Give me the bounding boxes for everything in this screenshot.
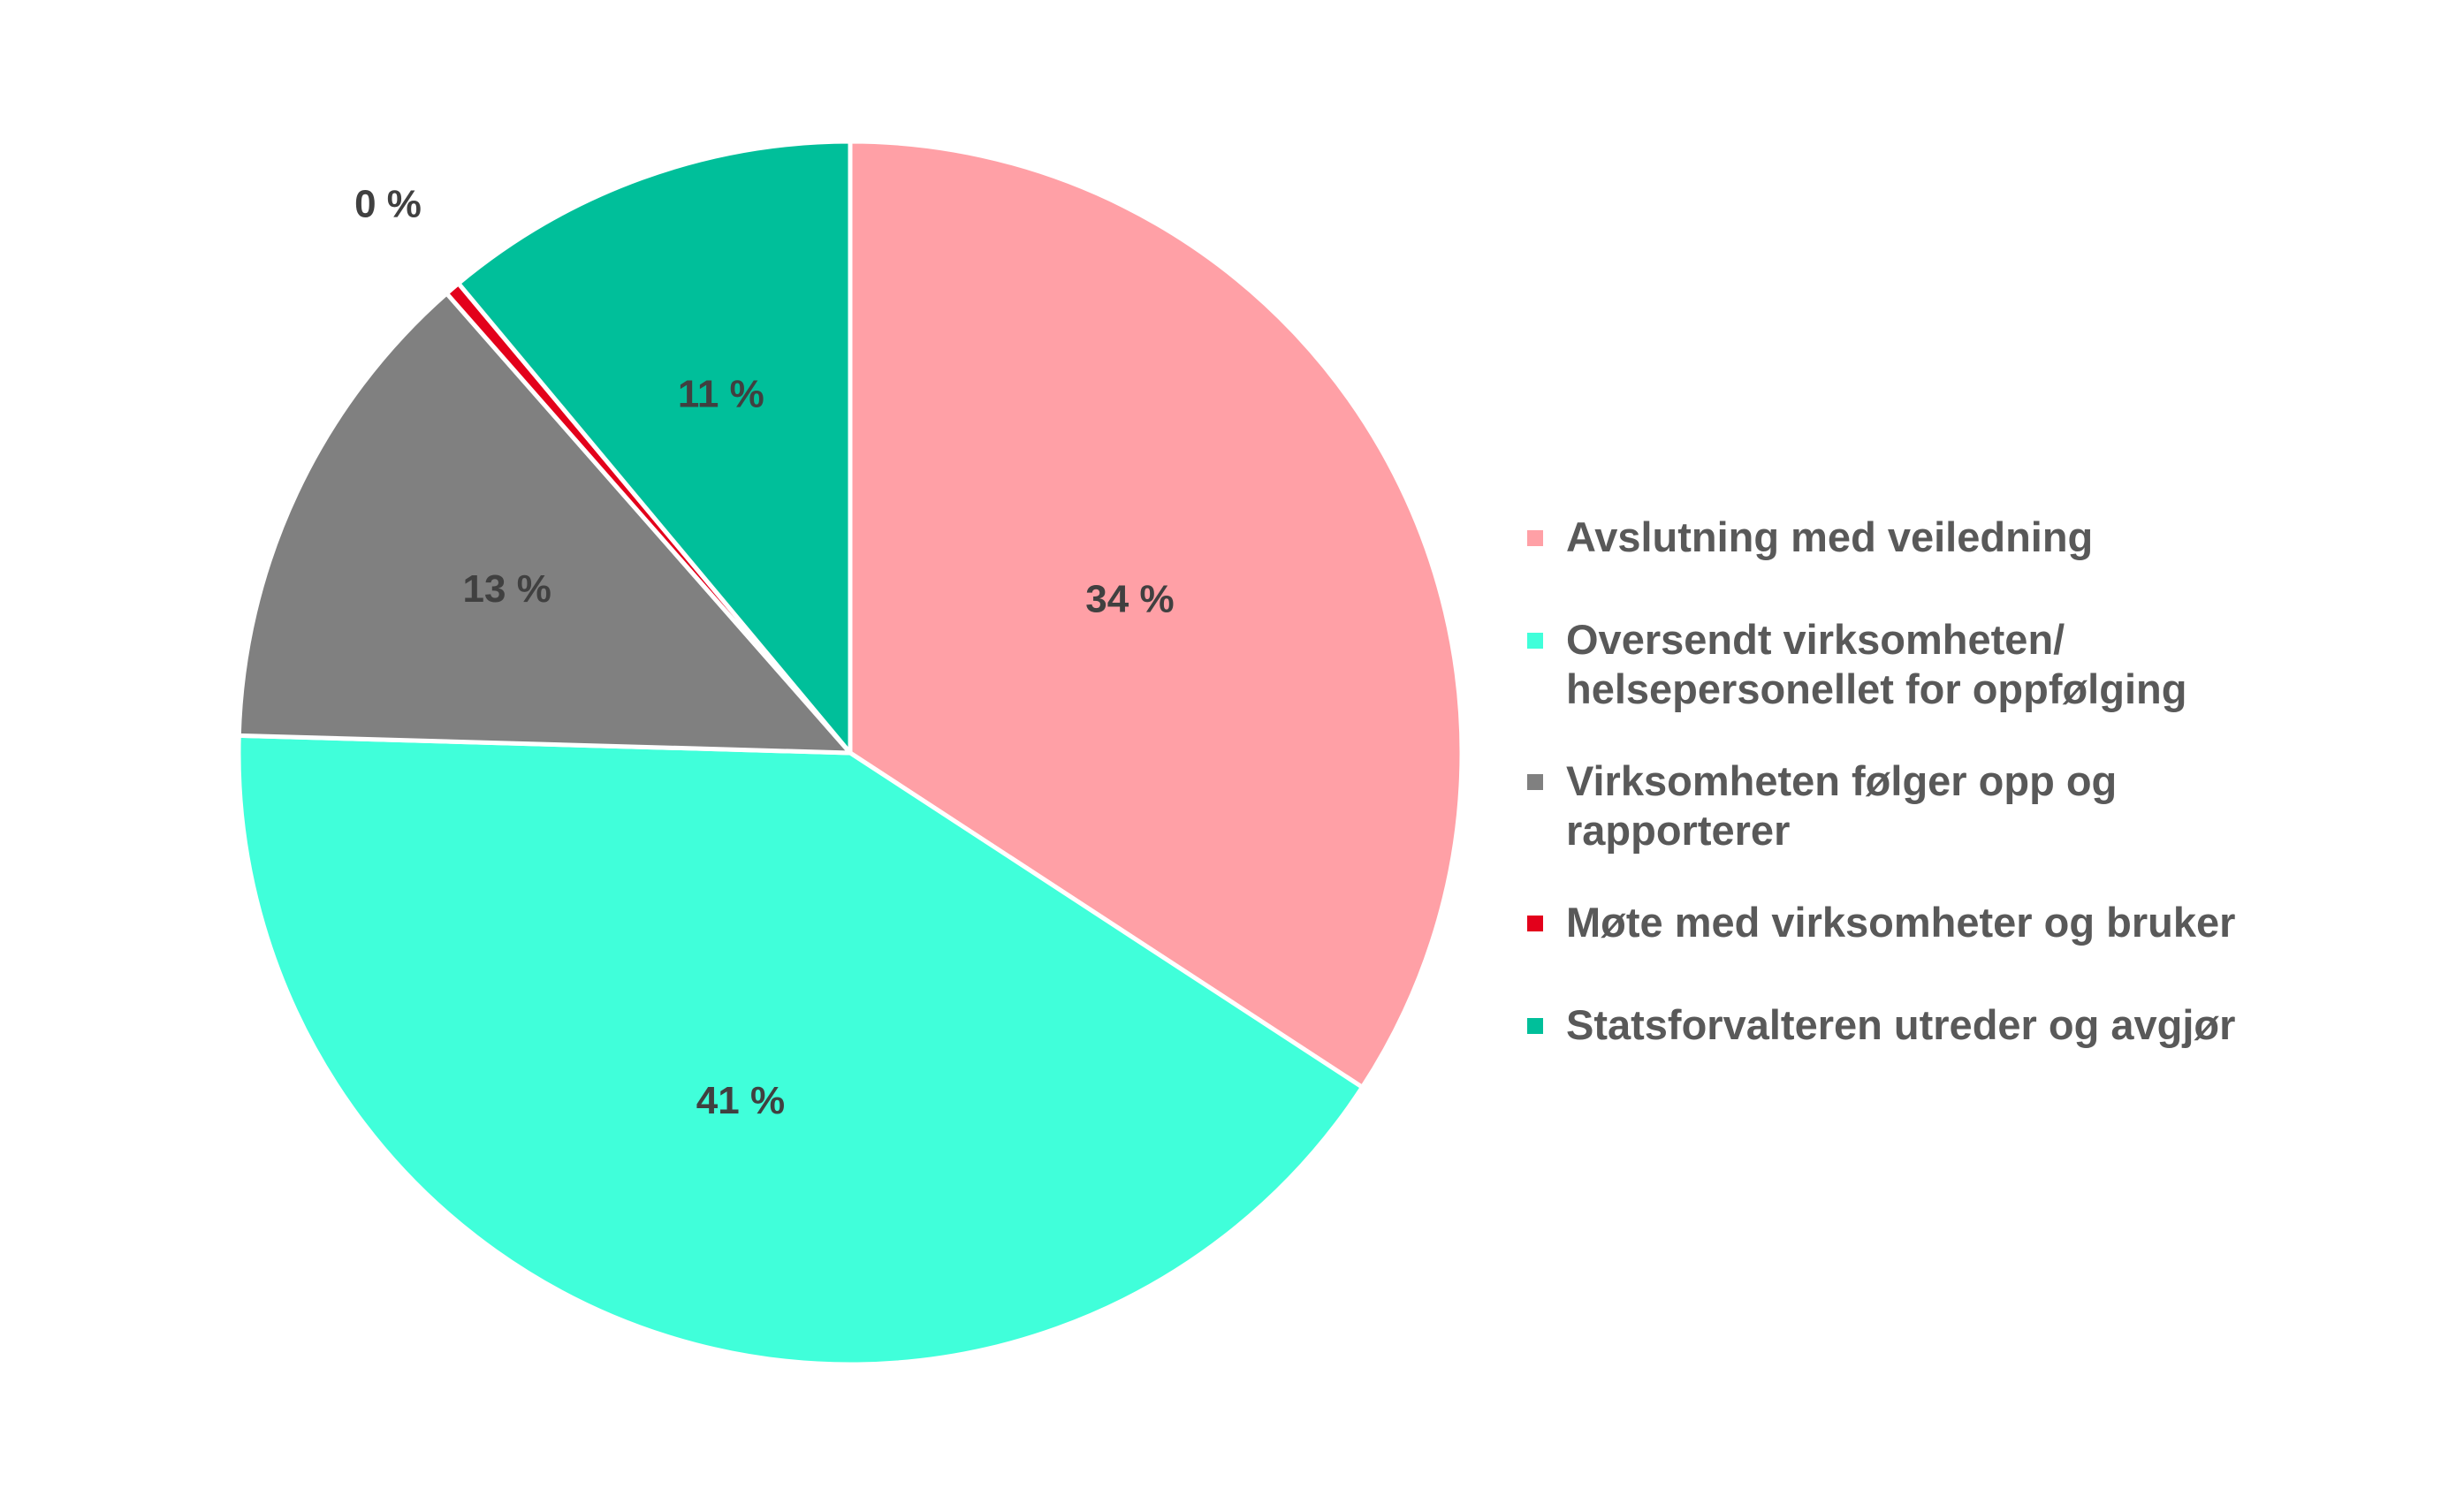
legend-label-4: Møte med virksomheter og bruker [1566,899,2236,946]
pie-data-labels: 34 % 41 % 13 % 0 % 11 % [354,182,1175,1122]
legend-label-2: Oversendt virksomheten/ helsepersonellet… [1566,616,2187,712]
pie-data-label-3: 13 % [463,567,551,611]
legend-swatch-4 [1527,916,1543,931]
legend-item-5: Statsforvalteren utreder og avgjør [1520,1000,2439,1050]
pie-slices [236,139,1464,1367]
legend-item-1: Avslutning med veiledning [1520,513,2439,562]
pie-data-label-1: 34 % [1085,577,1174,620]
pie-slice-2 [236,733,1365,1367]
legend-swatch-5 [1527,1018,1543,1034]
pie-slice-5 [456,139,853,756]
pie-data-label-5: 11 % [678,372,764,415]
legend-item-4: Møte med virksomheter og bruker [1520,898,2439,947]
pie-slice-3 [236,291,853,756]
legend-swatch-1 [1527,530,1543,546]
legend-label-5: Statsforvalteren utreder og avgjør [1566,1001,2236,1048]
pie-data-label-4: 0 % [354,182,422,225]
legend-swatch-3 [1527,774,1543,790]
legend-label-3: Virksomheten følger opp og rapporterer [1566,757,2118,854]
legend-item-3: Virksomheten følger opp og rapporterer [1520,756,2439,855]
legend-item-2: Oversendt virksomheten/ helsepersonellet… [1520,615,2439,714]
chart-legend: Avslutning med veiledning Oversendt virks… [1520,513,2439,1050]
legend-swatch-2 [1527,633,1543,649]
legend-label-1: Avslutning med veiledning [1566,513,2094,560]
pie-data-label-2: 41 % [696,1079,785,1122]
